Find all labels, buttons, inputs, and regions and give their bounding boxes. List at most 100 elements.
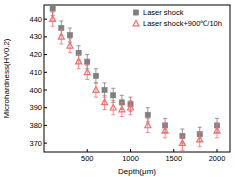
error-cap xyxy=(103,109,107,110)
error-bar xyxy=(198,133,202,147)
error-line xyxy=(165,124,166,138)
point xyxy=(50,6,55,11)
error-cap xyxy=(120,116,124,117)
error-cap xyxy=(94,82,98,83)
error-cap xyxy=(120,95,124,96)
error-line xyxy=(87,65,88,79)
error-bar xyxy=(215,124,219,138)
y-tick xyxy=(44,107,47,108)
y-tick-label: 380 xyxy=(29,121,42,130)
legend-marker xyxy=(133,20,139,26)
y-tick-label: 430 xyxy=(29,32,42,41)
point xyxy=(93,87,99,93)
legend-marker xyxy=(133,10,138,15)
y-tick xyxy=(44,90,47,91)
error-cap xyxy=(59,43,63,44)
y-tick-label: 390 xyxy=(29,103,42,112)
error-cap xyxy=(77,54,81,55)
error-cap xyxy=(103,82,107,83)
x-tick-label: 1500 xyxy=(165,154,182,163)
error-bar xyxy=(111,101,115,115)
y-tick xyxy=(44,143,47,144)
error-bar xyxy=(120,102,124,116)
error-cap xyxy=(163,118,167,119)
error-bar xyxy=(129,101,133,115)
error-cap xyxy=(215,118,219,119)
error-cap xyxy=(68,52,72,53)
x-tick-label: 1000 xyxy=(122,154,139,163)
error-cap xyxy=(198,132,202,133)
error-cap xyxy=(198,146,202,147)
point xyxy=(179,140,185,146)
y-tick-label: 400 xyxy=(29,86,42,95)
error-cap xyxy=(215,137,219,138)
error-line xyxy=(130,101,131,115)
point xyxy=(110,104,116,110)
error-line xyxy=(78,55,79,69)
error-cap xyxy=(111,88,115,89)
error-bar xyxy=(51,12,55,26)
y-tick xyxy=(44,36,47,37)
error-line xyxy=(182,136,183,150)
error-line xyxy=(52,12,53,26)
error-bar xyxy=(94,83,98,97)
error-bar xyxy=(103,83,107,97)
error-cap xyxy=(68,28,72,29)
error-bar xyxy=(85,65,89,79)
error-cap xyxy=(85,79,89,80)
error-cap xyxy=(94,68,98,69)
point xyxy=(76,50,81,55)
error-cap xyxy=(59,29,63,30)
y-tick xyxy=(44,72,47,73)
error-bar xyxy=(163,124,167,138)
point xyxy=(67,42,73,48)
error-cap xyxy=(111,114,115,115)
error-cap xyxy=(129,114,133,115)
x-tick xyxy=(217,149,218,152)
point xyxy=(93,73,98,78)
point xyxy=(162,127,168,133)
point xyxy=(58,34,64,40)
x-axis-title: Depth(μm) xyxy=(118,167,156,176)
x-tick xyxy=(173,149,174,152)
point xyxy=(67,33,72,38)
error-cap xyxy=(180,150,184,151)
point xyxy=(145,122,151,128)
error-cap xyxy=(215,123,219,124)
x-tick-label: 2000 xyxy=(209,154,226,163)
point xyxy=(84,69,90,75)
error-bar xyxy=(68,39,72,53)
error-cap xyxy=(51,26,55,27)
error-bar xyxy=(59,30,63,44)
point xyxy=(128,104,134,110)
y-tick-label: 410 xyxy=(29,68,42,77)
error-line xyxy=(61,30,62,44)
error-cap xyxy=(68,38,72,39)
error-line xyxy=(95,83,96,97)
x-tick xyxy=(130,149,131,152)
error-cap xyxy=(180,128,184,129)
x-tick-label: 500 xyxy=(81,154,94,163)
error-bar xyxy=(77,55,81,69)
legend: Laser shockLaser shock+900℃/10h xyxy=(133,8,222,28)
y-tick xyxy=(44,125,47,126)
point xyxy=(119,106,125,112)
plot-frame xyxy=(44,5,230,152)
y-tick-label: 420 xyxy=(29,50,42,59)
error-bar xyxy=(111,88,115,102)
error-cap xyxy=(51,12,55,13)
legend-label: Laser shock+900℃/10h xyxy=(143,19,222,28)
point xyxy=(102,87,107,92)
error-line xyxy=(217,124,218,138)
error-cap xyxy=(163,137,167,138)
series xyxy=(50,12,220,150)
error-line xyxy=(104,95,105,109)
error-bar xyxy=(94,69,98,83)
point xyxy=(214,127,220,133)
error-cap xyxy=(180,136,184,137)
error-bar xyxy=(180,136,184,150)
y-tick xyxy=(44,19,47,20)
point xyxy=(59,25,64,30)
error-cap xyxy=(163,123,167,124)
error-cap xyxy=(146,118,150,119)
